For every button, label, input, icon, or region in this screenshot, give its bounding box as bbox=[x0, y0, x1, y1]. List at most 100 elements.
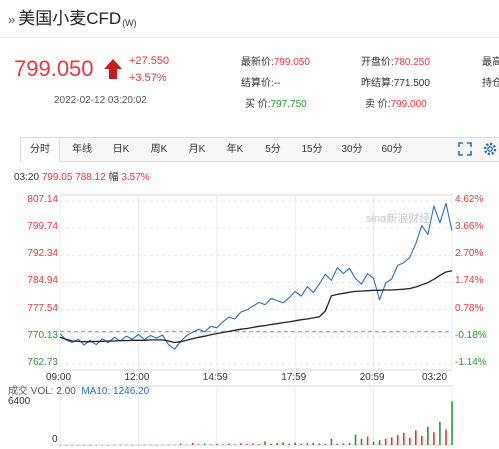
volume-ma: MA10: 1246.20 bbox=[81, 386, 150, 397]
volume-bar bbox=[113, 444, 116, 446]
tab-15min[interactable]: 15分 bbox=[301, 144, 323, 155]
tab-daily-k[interactable]: 日K bbox=[112, 144, 130, 155]
volume-bar bbox=[240, 443, 242, 445]
volume-bar bbox=[421, 435, 423, 445]
volume-bar bbox=[83, 444, 85, 446]
volume-bar bbox=[131, 444, 134, 446]
volume-bar bbox=[336, 443, 339, 445]
volume-bar bbox=[439, 421, 441, 445]
volume-value: VOL: 2.00 bbox=[30, 386, 76, 397]
y-tick-label-left: 762.73 bbox=[27, 357, 58, 368]
volume-bar bbox=[403, 433, 405, 445]
watermark: sina新浪财经 bbox=[366, 211, 430, 225]
volume-bar bbox=[101, 444, 103, 446]
volume-bar bbox=[409, 438, 411, 445]
volume-bar bbox=[330, 438, 333, 445]
volume-bar bbox=[210, 444, 212, 445]
quote-label: 结算价: bbox=[241, 78, 274, 89]
x-tick-label: 03:20 bbox=[422, 372, 448, 383]
volume-bar bbox=[95, 444, 97, 446]
instrument-code: (W) bbox=[122, 18, 137, 28]
y-tick-label-right: -1.14% bbox=[455, 357, 487, 368]
volume-bar bbox=[222, 444, 224, 445]
volume-bar bbox=[119, 444, 122, 446]
instrument-name: 美国小麦CFD bbox=[18, 9, 122, 28]
volume-bar bbox=[306, 443, 309, 445]
watermark-text: sina新浪财经 bbox=[366, 211, 430, 225]
volume-bar bbox=[161, 444, 164, 446]
volume-bar bbox=[179, 443, 182, 445]
tab-year-line[interactable]: 年线 bbox=[72, 144, 92, 155]
volume-bar bbox=[366, 436, 369, 445]
readout-pct-label: 幅 bbox=[108, 172, 119, 183]
tab-monthly-k[interactable]: 月K bbox=[188, 144, 206, 155]
volume-bar bbox=[415, 430, 417, 445]
volume-bar bbox=[282, 442, 284, 445]
x-tick-label: 14:59 bbox=[202, 372, 228, 383]
volume-bar bbox=[288, 443, 290, 445]
y-tick-label-left: 777.54 bbox=[27, 302, 58, 314]
readout-price: 799.05 bbox=[41, 172, 73, 183]
volume-bars bbox=[59, 401, 453, 446]
volume-bar bbox=[360, 438, 363, 445]
x-tick-label: 12:00 bbox=[124, 372, 150, 383]
volume-bar bbox=[173, 444, 176, 446]
quote-label: 最新价: bbox=[241, 57, 274, 68]
y-tick-label-left: 799.74 bbox=[27, 221, 58, 233]
price-series-line bbox=[59, 202, 453, 350]
volume-bar bbox=[155, 444, 158, 446]
volume-bar bbox=[216, 443, 218, 445]
average-series-line bbox=[59, 270, 453, 344]
volume-bar bbox=[276, 442, 278, 445]
tab-5min[interactable]: 5分 bbox=[265, 144, 281, 155]
tab-30min[interactable]: 30分 bbox=[341, 144, 363, 155]
volume-bar bbox=[234, 444, 236, 445]
crosshair-readout: 03:20 799.05 788.12 幅 3.57% bbox=[14, 168, 150, 183]
volume-bar bbox=[143, 444, 146, 446]
quote-value: 799.000 bbox=[390, 99, 427, 110]
volume-bar bbox=[445, 429, 447, 445]
fullscreen-icon[interactable] bbox=[458, 142, 472, 156]
volume-y-min: 0 bbox=[52, 434, 58, 445]
price-change: +27.550 bbox=[129, 55, 170, 67]
quote-label: 买 价: bbox=[245, 99, 271, 110]
chart-grid bbox=[59, 194, 453, 446]
y-tick-label-right: -0.18% bbox=[455, 329, 487, 341]
volume-bar bbox=[264, 441, 266, 445]
volume-bar bbox=[77, 444, 79, 446]
chevron-right-icon[interactable]: » bbox=[8, 12, 16, 27]
quote-field-open-interest: 持仓 bbox=[482, 74, 499, 89]
gear-icon[interactable] bbox=[482, 141, 498, 157]
volume-bar bbox=[294, 442, 296, 445]
last-price: 799.050 bbox=[14, 56, 94, 81]
y-tick-label-right: 3.66% bbox=[455, 221, 484, 233]
volume-bar bbox=[312, 442, 315, 445]
quote-value: -- bbox=[273, 78, 281, 89]
volume-title: 成交 bbox=[8, 386, 28, 397]
volume-y-max: 6400 bbox=[8, 396, 31, 407]
x-tick-label: 20:59 bbox=[359, 372, 385, 383]
tab-yearly-k[interactable]: 年K bbox=[226, 144, 244, 155]
price-lines bbox=[59, 202, 453, 350]
quote-field-bid: 买 价:797.750 bbox=[245, 95, 307, 110]
header-divider bbox=[0, 37, 499, 38]
volume-bar bbox=[149, 444, 152, 446]
y-tick-label-right: 2.70% bbox=[455, 248, 484, 260]
volume-bar bbox=[348, 442, 351, 445]
volume-bar bbox=[318, 443, 321, 445]
quote-field-high: 最高 bbox=[482, 53, 499, 68]
volume-bar bbox=[246, 444, 248, 445]
volume-bar bbox=[433, 432, 435, 445]
quote-value: 780.250 bbox=[393, 57, 430, 68]
tab-intraday[interactable]: 分时 bbox=[20, 138, 60, 162]
volume-bar bbox=[384, 438, 387, 445]
tab-60min[interactable]: 60分 bbox=[381, 144, 403, 155]
volume-bar bbox=[185, 444, 188, 446]
tab-weekly-k[interactable]: 周K bbox=[150, 144, 168, 155]
quote-label: 持仓 bbox=[482, 78, 499, 89]
volume-bar bbox=[324, 443, 327, 445]
volume-bar bbox=[191, 442, 194, 445]
volume-bar bbox=[378, 440, 381, 445]
quote-value: 797.750 bbox=[270, 99, 307, 110]
quote-field-prev-settle: 昨结算:771.500 bbox=[361, 74, 430, 89]
